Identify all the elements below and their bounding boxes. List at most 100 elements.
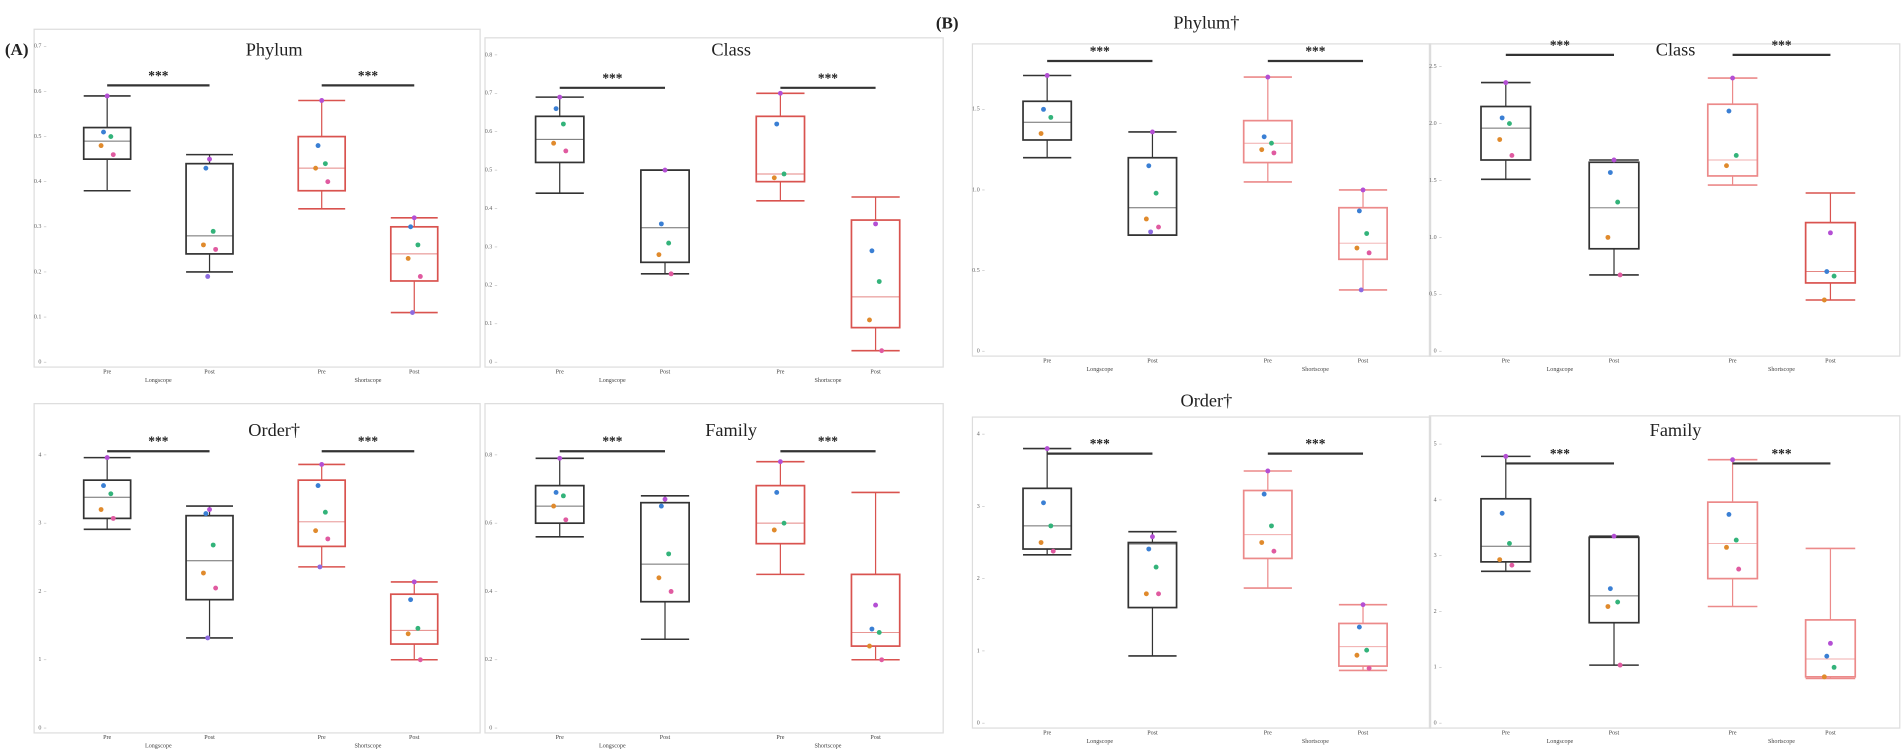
box bbox=[1706, 501, 1759, 580]
data-point bbox=[1044, 446, 1050, 452]
box bbox=[1588, 536, 1640, 624]
data-point bbox=[876, 279, 882, 284]
data-point bbox=[1259, 540, 1265, 545]
box bbox=[297, 479, 347, 548]
x-tick-label: Post bbox=[1147, 358, 1158, 364]
data-point bbox=[867, 317, 872, 323]
y-tick-label: 1.5 bbox=[972, 107, 980, 113]
data-point bbox=[1261, 134, 1267, 140]
data-point bbox=[1607, 586, 1613, 592]
y-tick-label: 0.4 bbox=[34, 179, 42, 185]
data-point bbox=[1156, 591, 1161, 597]
box bbox=[755, 484, 806, 545]
data-point bbox=[1354, 652, 1360, 658]
plot-frame bbox=[971, 43, 1432, 357]
box bbox=[1706, 103, 1759, 177]
data-point bbox=[1038, 540, 1044, 545]
data-point bbox=[1271, 548, 1277, 554]
data-point bbox=[1827, 640, 1833, 646]
data-point bbox=[1605, 234, 1611, 240]
data-point bbox=[666, 551, 672, 557]
data-point bbox=[205, 274, 211, 279]
significance-label: *** bbox=[818, 434, 838, 449]
data-point bbox=[1831, 273, 1837, 279]
data-point bbox=[1733, 153, 1739, 158]
data-point bbox=[319, 462, 325, 467]
significance-label: *** bbox=[358, 68, 378, 83]
y-tick-label: 0.4 bbox=[485, 206, 493, 212]
data-point bbox=[325, 179, 331, 185]
data-point bbox=[563, 517, 569, 523]
significance-label: *** bbox=[1305, 436, 1325, 451]
group-label: Shortscope bbox=[1302, 367, 1329, 373]
x-tick-label: Post bbox=[870, 735, 881, 741]
chart-title: Phylum† bbox=[1173, 13, 1239, 33]
data-point bbox=[1733, 537, 1739, 543]
x-tick-label: Pre bbox=[556, 735, 564, 741]
box bbox=[640, 169, 690, 264]
y-tick-label: 0.2 bbox=[485, 283, 493, 289]
significance-label: *** bbox=[148, 68, 168, 83]
y-tick-label: 1.0 bbox=[1429, 235, 1437, 241]
panel-label: (A) bbox=[5, 40, 29, 59]
y-tick-label: 3 bbox=[38, 521, 41, 527]
x-tick-label: Pre bbox=[1502, 358, 1510, 364]
data-point bbox=[1366, 250, 1372, 256]
group-label: Shortscope bbox=[814, 744, 841, 750]
y-tick-label: 0.2 bbox=[485, 657, 493, 663]
data-point bbox=[1499, 510, 1505, 516]
data-point bbox=[668, 271, 674, 277]
data-point bbox=[1048, 114, 1054, 120]
plot-frame bbox=[33, 28, 481, 368]
box bbox=[82, 126, 132, 160]
x-tick-label: Pre bbox=[103, 735, 111, 741]
data-point bbox=[104, 93, 110, 99]
x-tick-label: Pre bbox=[1043, 358, 1051, 364]
significance-label: *** bbox=[1550, 446, 1570, 461]
data-point bbox=[1356, 624, 1362, 630]
y-tick-label: 0.6 bbox=[485, 129, 493, 135]
data-point bbox=[201, 570, 206, 576]
data-point bbox=[210, 542, 216, 548]
data-point bbox=[873, 221, 879, 227]
data-point bbox=[1360, 187, 1366, 193]
data-point bbox=[553, 490, 559, 495]
y-tick-label: 0.3 bbox=[34, 224, 42, 230]
box bbox=[640, 501, 690, 603]
data-point bbox=[1041, 106, 1046, 112]
data-point bbox=[551, 503, 557, 509]
y-tick-label: 2 bbox=[38, 589, 41, 595]
y-tick-label: 0.8 bbox=[485, 452, 493, 458]
y-tick-label: 2.5 bbox=[1429, 64, 1437, 70]
chart-title: Order† bbox=[248, 420, 300, 440]
data-point bbox=[322, 161, 328, 167]
data-point bbox=[1831, 664, 1837, 670]
x-tick-label: Post bbox=[1358, 358, 1369, 364]
y-tick-label: 0 bbox=[489, 725, 492, 731]
data-point bbox=[781, 171, 787, 177]
y-tick-label: 3 bbox=[977, 504, 980, 510]
data-point bbox=[876, 630, 882, 635]
data-point bbox=[1607, 170, 1613, 175]
data-point bbox=[1364, 647, 1370, 653]
data-point bbox=[662, 167, 668, 173]
data-point bbox=[774, 490, 780, 495]
data-point bbox=[560, 121, 566, 127]
y-tick-label: 4 bbox=[977, 432, 980, 438]
data-point bbox=[1724, 163, 1729, 169]
y-tick-label: 0.5 bbox=[972, 268, 980, 274]
data-point bbox=[553, 106, 559, 112]
box bbox=[82, 479, 132, 520]
data-point bbox=[662, 496, 668, 502]
box bbox=[755, 115, 806, 183]
y-tick-label: 0.7 bbox=[34, 44, 42, 50]
x-tick-label: Post bbox=[204, 735, 215, 741]
data-point bbox=[1617, 662, 1623, 668]
data-point bbox=[1146, 163, 1152, 169]
data-point bbox=[1730, 75, 1736, 81]
y-tick-label: 0.5 bbox=[485, 168, 493, 174]
data-point bbox=[1824, 269, 1830, 274]
x-tick-label: Post bbox=[1609, 730, 1620, 736]
y-tick-label: 4 bbox=[38, 452, 41, 458]
